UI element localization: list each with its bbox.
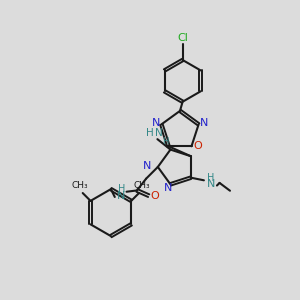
Text: N: N [164,183,172,193]
Text: N: N [117,191,125,201]
Text: H: H [118,184,125,194]
Text: H: H [163,137,169,146]
Text: H: H [146,128,153,138]
Text: Cl: Cl [177,33,188,43]
Text: O: O [151,191,160,201]
Text: N: N [200,118,208,128]
Text: CH₃: CH₃ [72,181,88,190]
Text: O: O [194,141,202,151]
Text: N: N [206,179,215,189]
Text: H: H [206,173,214,183]
Text: N: N [152,118,160,128]
Text: CH₃: CH₃ [133,181,150,190]
Text: N: N [143,161,151,171]
Text: N: N [155,128,163,138]
